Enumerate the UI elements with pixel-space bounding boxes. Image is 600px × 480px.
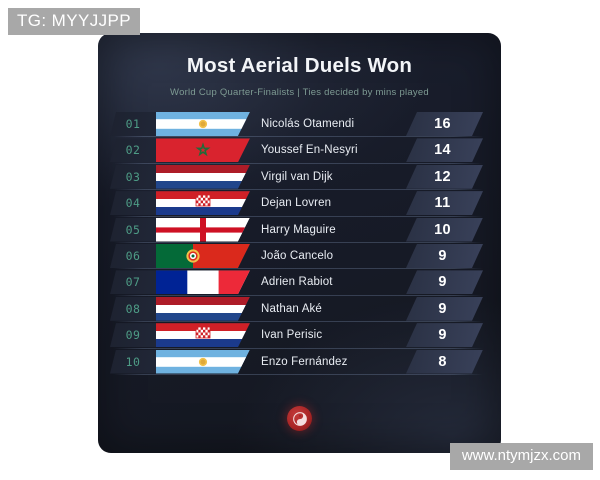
rank-number: 07 bbox=[125, 275, 141, 290]
flag-icon bbox=[156, 296, 250, 321]
value-badge: 9 bbox=[406, 270, 483, 295]
rank-flag-plate: 10 bbox=[110, 349, 250, 374]
duels-won-value: 9 bbox=[438, 327, 447, 344]
duels-won-value: 12 bbox=[434, 168, 451, 185]
rank-number: 01 bbox=[125, 116, 141, 131]
rank-number: 04 bbox=[125, 196, 141, 211]
table-row[interactable]: 08 Nathan Aké 9 bbox=[110, 296, 483, 323]
tg-tag-overlay: TG: MYYJJPP bbox=[8, 8, 140, 35]
row-divider bbox=[114, 215, 483, 217]
value-badge: 9 bbox=[406, 296, 483, 321]
player-name: Nicolás Otamendi bbox=[261, 117, 355, 130]
rank-flag-plate: 04 bbox=[110, 191, 250, 216]
rank-number: 10 bbox=[125, 354, 141, 369]
rank-number: 08 bbox=[125, 301, 141, 316]
row-divider bbox=[114, 189, 483, 191]
row-divider bbox=[114, 294, 483, 296]
value-badge: 16 bbox=[406, 111, 483, 136]
table-row[interactable]: 07 Adrien Rabiot 9 bbox=[110, 269, 483, 296]
player-name: Harry Maguire bbox=[261, 223, 336, 236]
rank-flag-plate: 05 bbox=[110, 217, 250, 242]
row-divider bbox=[114, 347, 483, 349]
rank-flag-plate: 07 bbox=[110, 270, 250, 295]
row-divider bbox=[114, 242, 483, 244]
rank-number: 03 bbox=[125, 169, 141, 184]
flag-icon bbox=[156, 191, 250, 216]
rank-number: 02 bbox=[125, 143, 141, 158]
rank-flag-plate: 06 bbox=[110, 243, 250, 268]
rank-number: 09 bbox=[125, 328, 141, 343]
table-row[interactable]: 01 Nicolás Otamendi 16 bbox=[110, 111, 483, 138]
rank-number: 06 bbox=[125, 248, 141, 263]
row-divider bbox=[114, 268, 483, 270]
value-badge: 10 bbox=[406, 217, 483, 242]
table-row[interactable]: 10 Enzo Fernández 8 bbox=[110, 349, 483, 375]
player-name: Youssef En-Nesyri bbox=[261, 144, 358, 157]
value-badge: 14 bbox=[406, 138, 483, 163]
flag-icon bbox=[156, 270, 250, 295]
rank-flag-plate: 01 bbox=[110, 111, 250, 136]
player-name: Ivan Perisic bbox=[261, 329, 323, 342]
site-watermark: www.ntymjzx.com bbox=[449, 443, 593, 470]
leaderboard-card: Most Aerial Duels Won World Cup Quarter-… bbox=[98, 33, 501, 453]
flag-icon bbox=[156, 243, 250, 268]
table-row[interactable]: 04 Dejan Lovren 11 bbox=[110, 190, 483, 217]
duels-won-value: 9 bbox=[438, 247, 447, 264]
duels-won-value: 16 bbox=[434, 115, 451, 132]
duels-won-value: 11 bbox=[434, 195, 451, 212]
player-name: Virgil van Dijk bbox=[261, 170, 333, 183]
card-header: Most Aerial Duels Won World Cup Quarter-… bbox=[98, 33, 501, 98]
table-row[interactable]: 03 Virgil van Dijk 12 bbox=[110, 164, 483, 191]
logo-container bbox=[98, 406, 501, 431]
duels-won-value: 10 bbox=[434, 221, 451, 238]
flag-icon bbox=[156, 138, 250, 163]
row-divider bbox=[114, 162, 483, 164]
rank-flag-plate: 09 bbox=[110, 323, 250, 348]
table-row[interactable]: 02 Youssef En-Nesyri 14 bbox=[110, 137, 483, 164]
flag-icon bbox=[156, 323, 250, 348]
duels-won-value: 8 bbox=[438, 353, 447, 370]
rank-flag-plate: 03 bbox=[110, 164, 250, 189]
player-name: Dejan Lovren bbox=[261, 197, 332, 210]
player-name: Adrien Rabiot bbox=[261, 276, 333, 289]
row-divider bbox=[114, 374, 483, 375]
value-badge: 12 bbox=[406, 164, 483, 189]
table-row[interactable]: 09 Ivan Perisic 9 bbox=[110, 322, 483, 349]
player-name: Enzo Fernández bbox=[261, 355, 348, 368]
player-name: Nathan Aké bbox=[261, 302, 322, 315]
page-title: Most Aerial Duels Won bbox=[186, 54, 413, 77]
table-row[interactable]: 05 Harry Maguire 10 bbox=[110, 217, 483, 244]
swirl-logo-icon bbox=[287, 406, 312, 431]
leaderboard-list: 01 Nicolás Otamendi 16 02 Youssef En-Nes… bbox=[98, 111, 501, 375]
flag-icon bbox=[156, 349, 250, 374]
rank-flag-plate: 02 bbox=[110, 138, 250, 163]
flag-icon bbox=[156, 217, 250, 242]
row-divider bbox=[114, 321, 483, 323]
page-subtitle: World Cup Quarter-Finalists | Ties decid… bbox=[170, 86, 429, 98]
row-divider bbox=[114, 136, 483, 138]
duels-won-value: 9 bbox=[438, 300, 447, 317]
duels-won-value: 9 bbox=[438, 274, 447, 291]
value-badge: 9 bbox=[406, 323, 483, 348]
flag-icon bbox=[156, 164, 250, 189]
duels-won-value: 14 bbox=[434, 142, 451, 159]
table-row[interactable]: 06 João Cancelo 9 bbox=[110, 243, 483, 270]
value-badge: 8 bbox=[406, 349, 483, 374]
player-name: João Cancelo bbox=[261, 249, 334, 262]
value-badge: 11 bbox=[406, 191, 483, 216]
rank-flag-plate: 08 bbox=[110, 296, 250, 321]
value-badge: 9 bbox=[406, 243, 483, 268]
flag-icon bbox=[156, 111, 250, 136]
rank-number: 05 bbox=[125, 222, 141, 237]
